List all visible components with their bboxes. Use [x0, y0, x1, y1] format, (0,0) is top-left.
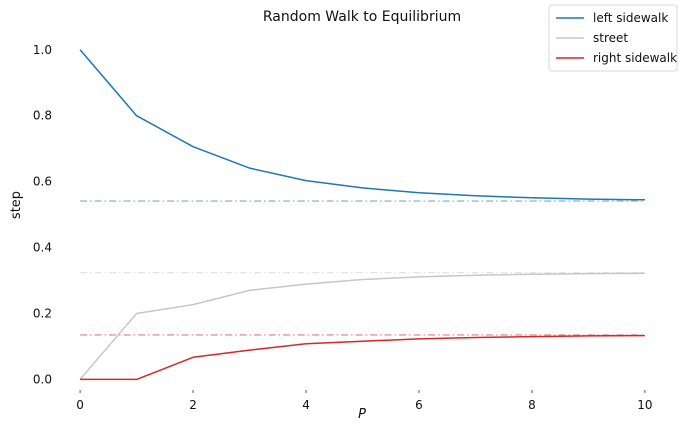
legend-label-2: right sidewalk: [593, 51, 677, 65]
x-tick-label: 6: [415, 398, 423, 412]
legend-label-0: left sidewalk: [593, 11, 668, 25]
chart-title: Random Walk to Equilibrium: [263, 9, 461, 25]
series-line-2: [80, 334, 645, 381]
y-tick-label: 0.4: [33, 241, 52, 255]
x-axis-label: P: [358, 407, 366, 422]
y-tick-label: 0.8: [33, 109, 52, 123]
y-tick-label: 0.6: [33, 175, 52, 189]
x-axis-ticks: 0 2 4 6 8 10: [76, 390, 653, 412]
y-axis-ticks: 0.0 0.2 0.4 0.6 0.8 1.0: [33, 43, 52, 387]
legend-box: [548, 4, 678, 72]
legend: left sidewalk street right sidewalk: [548, 4, 678, 72]
series-line-1: [79, 272, 645, 380]
legend-label-1: street: [593, 31, 628, 45]
series-lines: [79, 49, 645, 381]
x-tick-label: 2: [189, 398, 197, 412]
y-tick-label: 1.0: [33, 43, 52, 57]
series-line-0: [79, 49, 645, 201]
equilibrium-lines: [80, 200, 645, 336]
x-tick-label: 0: [76, 398, 84, 412]
y-tick-label: 0.2: [33, 306, 52, 320]
x-tick-label: 10: [637, 398, 652, 412]
x-tick-label: 8: [528, 398, 536, 412]
y-axis-label: step: [9, 191, 24, 219]
y-tick-label: 0.0: [33, 372, 52, 386]
x-tick-label: 4: [302, 398, 310, 412]
